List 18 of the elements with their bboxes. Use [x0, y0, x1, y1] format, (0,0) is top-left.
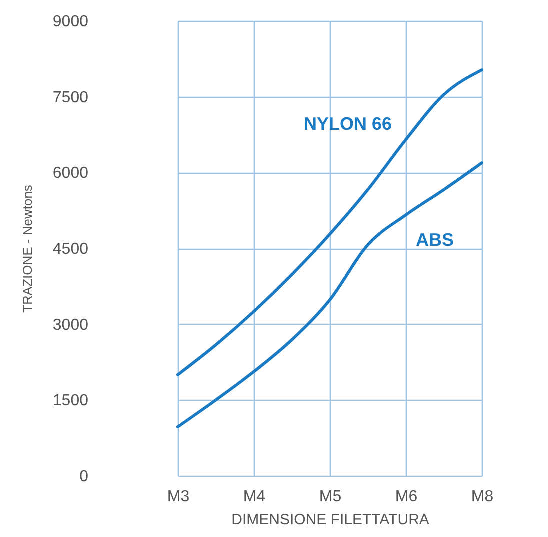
x-tick-label: M6: [395, 488, 418, 506]
x-tick-label: M8: [471, 488, 494, 506]
y-tick-label: 3000: [52, 316, 89, 334]
y-axis-title: TRAZIONE - Newtons: [20, 184, 35, 313]
series-label: NYLON 66: [304, 114, 392, 134]
x-tick-label: M3: [167, 488, 190, 506]
y-tick-label: 0: [80, 468, 89, 486]
y-tick-label: 9000: [52, 14, 89, 30]
x-tick-label: M5: [319, 488, 342, 506]
x-tick-label: M4: [243, 488, 266, 506]
line-series: [176, 68, 484, 376]
x-axis-title: DIMENSIONE FILETTATURA: [232, 512, 430, 528]
y-tick-label: 7500: [52, 89, 89, 106]
y-tick-label: 4500: [52, 241, 89, 258]
y-tick-label: 1500: [52, 392, 89, 410]
line-series: [176, 162, 484, 428]
y-tick-label: 6000: [52, 165, 89, 182]
series-label: ABS: [416, 230, 454, 250]
